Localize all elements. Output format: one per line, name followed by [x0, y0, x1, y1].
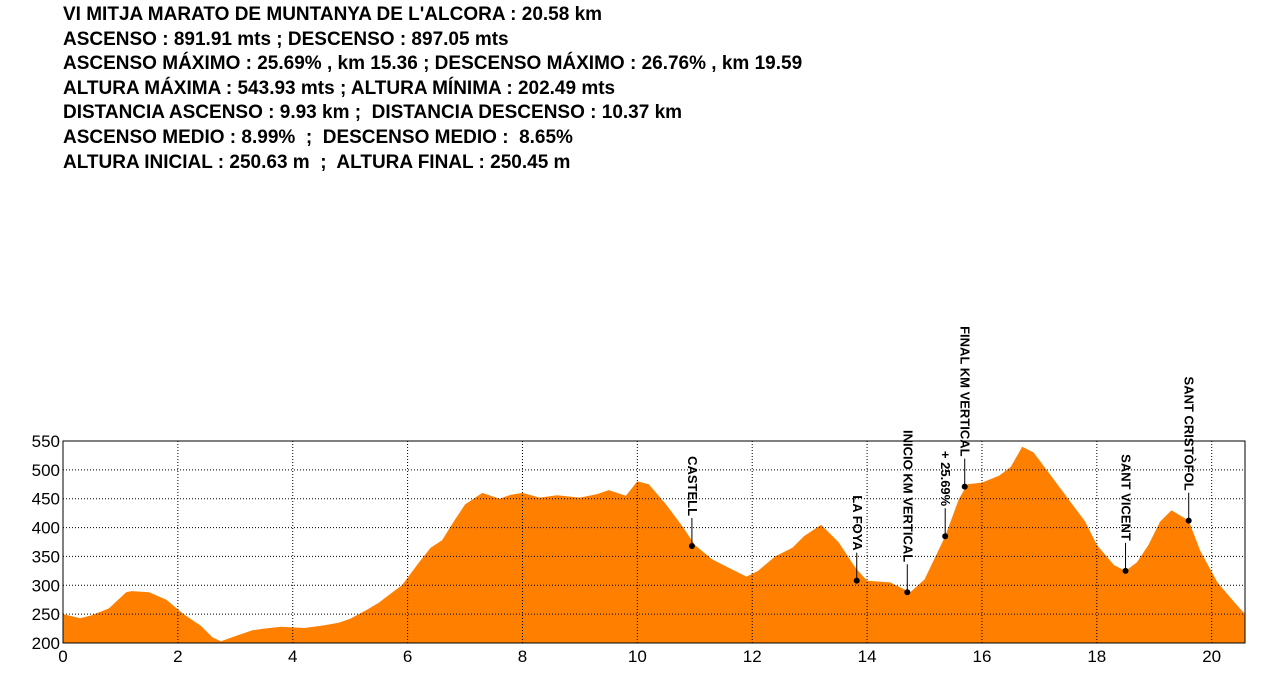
- ascent-descent: ASCENSO : 891.91 mts ; DESCENSO : 897.05…: [63, 28, 509, 50]
- x-tick-label: 6: [403, 647, 412, 666]
- start-end-altitude: ALTURA INICIAL : 250.63 m ; ALTURA FINAL…: [63, 151, 571, 173]
- ascent-descent-distance: DISTANCIA ASCENSO : 9.93 km ; DISTANCIA …: [63, 102, 683, 124]
- waypoint-label: + 25.69%: [938, 451, 953, 507]
- y-tick-label: 500: [32, 461, 60, 480]
- x-tick-label: 2: [173, 647, 182, 666]
- x-tick-label: 12: [743, 647, 762, 666]
- elevation-area: [63, 446, 1245, 643]
- waypoint-marker: [853, 577, 860, 584]
- waypoint-marker: [1185, 517, 1192, 524]
- waypoint-marker: [688, 543, 695, 550]
- average-grades: ASCENSO MEDIO : 8.99% ; DESCENSO MEDIO :…: [63, 126, 573, 148]
- y-tick-label: 450: [32, 490, 60, 509]
- waypoint-marker: [942, 533, 949, 540]
- waypoint-label: SANT CRISTÒFOL: [1182, 377, 1197, 491]
- waypoint-marker: [904, 589, 911, 596]
- y-tick-label: 250: [32, 605, 60, 624]
- x-tick-label: 10: [628, 647, 647, 666]
- race-title: VI MITJA MARATO DE MUNTANYA DE L'ALCORA …: [63, 4, 603, 25]
- y-tick-label: 200: [32, 634, 60, 653]
- y-tick-label: 300: [32, 576, 60, 595]
- waypoint-label: INICIO KM VERTICAL: [900, 430, 915, 562]
- waypoint-marker: [1122, 567, 1129, 574]
- y-tick-label: 550: [32, 432, 60, 451]
- x-tick-label: 20: [1202, 647, 1221, 666]
- stats-block: VI MITJA MARATO DE MUNTANYA DE L'ALCORA …: [63, 3, 802, 175]
- x-tick-label: 16: [972, 647, 991, 666]
- x-tick-label: 4: [288, 647, 297, 666]
- y-tick-label: 350: [32, 547, 60, 566]
- x-tick-label: 14: [858, 647, 877, 666]
- x-tick-label: 8: [518, 647, 527, 666]
- waypoint-label: CASTELL: [685, 456, 700, 516]
- y-tick-label: 400: [32, 519, 60, 538]
- max-min-altitude: ALTURA MÁXIMA : 543.93 mts ; ALTURA MÍNI…: [63, 77, 616, 99]
- waypoint-label: FINAL KM VERTICAL: [958, 326, 973, 457]
- waypoint-label: SANT VICENT: [1119, 454, 1134, 541]
- x-tick-label: 18: [1087, 647, 1106, 666]
- waypoint-marker: [961, 483, 968, 490]
- x-tick-label: 0: [58, 647, 67, 666]
- max-grades: ASCENSO MÁXIMO : 25.69% , km 15.36 ; DES…: [63, 53, 803, 75]
- waypoint-label: LA FOYA: [850, 495, 865, 551]
- plot-frame: [62, 440, 1246, 644]
